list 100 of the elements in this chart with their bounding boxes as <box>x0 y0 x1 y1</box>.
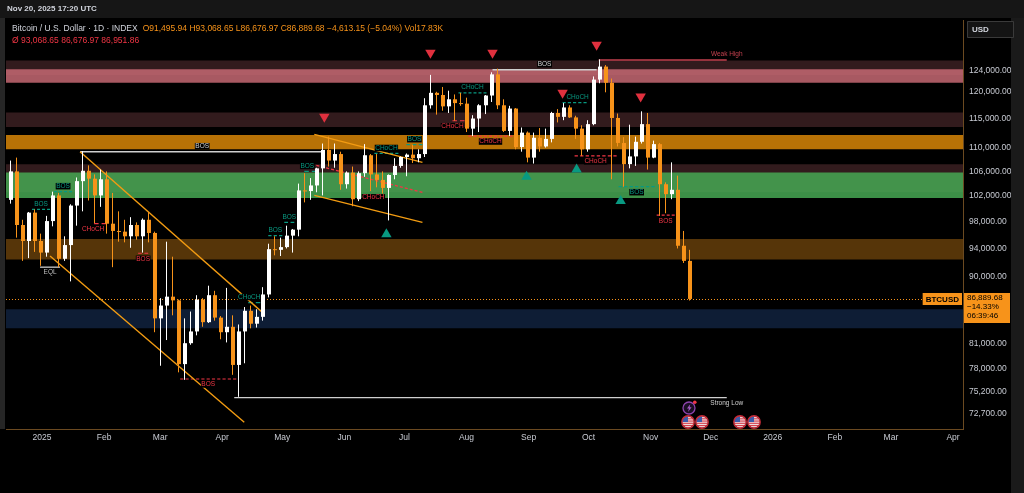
ref-line-label: BTCUSD <box>925 294 960 304</box>
candlestick <box>21 219 25 262</box>
point <box>487 49 498 59</box>
candlestick <box>117 210 121 243</box>
candlestick <box>381 170 385 195</box>
candlestick <box>471 114 475 137</box>
y-tick-label: 72,700.00 <box>969 407 1008 418</box>
candlestick <box>87 164 91 201</box>
text: Nov 20, 2025 17:20 UTC <box>7 4 98 14</box>
candlestick <box>682 230 686 264</box>
candlestick <box>628 124 632 169</box>
x-tick-label: Feb <box>96 432 112 443</box>
chart-title: Bitcoin / U.S. Dollar · 1D · INDEX <box>12 23 138 34</box>
y-tick-label: 78,000.00 <box>969 362 1008 373</box>
y-tick-label: 98,000.00 <box>969 216 1008 227</box>
candlestick <box>147 211 151 243</box>
y-tick-label: 94,000.00 <box>969 242 1008 253</box>
candlestick <box>99 169 103 208</box>
candlestick <box>574 115 578 140</box>
candlestick <box>189 311 193 346</box>
candlestick <box>225 287 229 343</box>
annotation: Ø 93,068.65 86,676.97 86,951.86 <box>12 35 140 46</box>
text: 86,889.68 <box>967 293 1004 303</box>
x-tick-label: 2026 <box>763 432 783 443</box>
y-axis-title: USD <box>972 25 990 35</box>
y-tick-label: 110,000.00 <box>969 141 1012 152</box>
candlestick <box>183 317 187 381</box>
candlestick <box>315 167 319 193</box>
point <box>557 89 568 99</box>
candlestick <box>129 216 133 249</box>
candlestick <box>303 172 307 203</box>
candlestick <box>484 94 488 115</box>
candlestick <box>165 241 169 341</box>
candlestick <box>111 192 115 268</box>
candlestick <box>279 237 283 257</box>
candlestick <box>363 143 367 178</box>
candlestick <box>429 74 433 110</box>
x-tick-label: 2025 <box>32 432 52 443</box>
candlestick <box>261 286 265 322</box>
candlestick <box>159 297 163 367</box>
candlestick <box>255 308 259 329</box>
candlestick <box>441 86 445 112</box>
y-tick-label: 75,200.00 <box>969 386 1008 397</box>
candlestick <box>243 306 247 364</box>
candlestick <box>508 105 512 137</box>
chart-subtitle: O91,495.94 H93,068.65 L86,676.97 C86,889.68 −4,613.15 (−5.04%) Vol17.83K <box>142 23 444 34</box>
x-tick-label: Mar <box>883 432 899 443</box>
candlestick <box>447 90 451 114</box>
candlestick <box>520 127 524 153</box>
candlestick <box>490 71 494 103</box>
candlestick <box>538 127 542 153</box>
x-tick-label: May <box>274 432 292 443</box>
y-tick-label: 106,000.00 <box>969 165 1012 176</box>
candlestick <box>580 124 584 157</box>
x-tick-label: Aug <box>458 432 475 443</box>
candlestick <box>321 143 325 196</box>
candlestick <box>369 153 373 192</box>
x-tick-label: Jun <box>337 432 352 443</box>
text: −14.33% <box>967 302 999 312</box>
candlestick <box>634 136 638 167</box>
y-tick-label: 115,000.00 <box>969 113 1012 124</box>
candlestick <box>544 128 548 149</box>
candlestick <box>333 143 337 169</box>
candlestick <box>477 103 481 133</box>
x-tick-label: Oct <box>581 432 596 443</box>
candlestick <box>249 305 253 329</box>
candlestick <box>604 64 608 93</box>
y-tick-label: 81,000.00 <box>969 338 1008 349</box>
text: 06:39:46 <box>967 311 999 321</box>
y-tick-label: 120,000.00 <box>969 86 1012 97</box>
candlestick <box>393 157 397 180</box>
candlestick <box>81 150 85 212</box>
candlestick <box>273 235 277 256</box>
point <box>381 228 392 238</box>
candlestick <box>63 235 67 262</box>
point <box>319 113 330 123</box>
candlestick <box>622 136 626 188</box>
x-tick-label: Apr <box>215 432 230 443</box>
candlestick <box>375 153 379 188</box>
candlestick <box>285 225 289 249</box>
point <box>571 163 582 173</box>
candlestick <box>39 233 43 267</box>
candlestick <box>532 132 536 165</box>
y-tick-label: 102,000.00 <box>969 190 1012 201</box>
point <box>591 41 602 51</box>
x-tick-label: Sep <box>520 432 537 443</box>
candlestick <box>219 315 223 340</box>
x-tick-label: Apr <box>946 432 960 443</box>
x-tick-label: Jul <box>398 432 410 443</box>
candlestick <box>664 181 668 214</box>
y-tick-label: 124,000.00 <box>969 65 1012 76</box>
candlestick <box>141 217 145 254</box>
candlestick <box>309 177 313 201</box>
x-tick-label: Dec <box>703 432 720 443</box>
candlestick <box>640 110 644 145</box>
candlestick <box>93 173 97 224</box>
candlestick <box>598 58 602 84</box>
candlestick <box>387 173 391 221</box>
point <box>425 49 436 59</box>
candlestick <box>453 93 457 122</box>
